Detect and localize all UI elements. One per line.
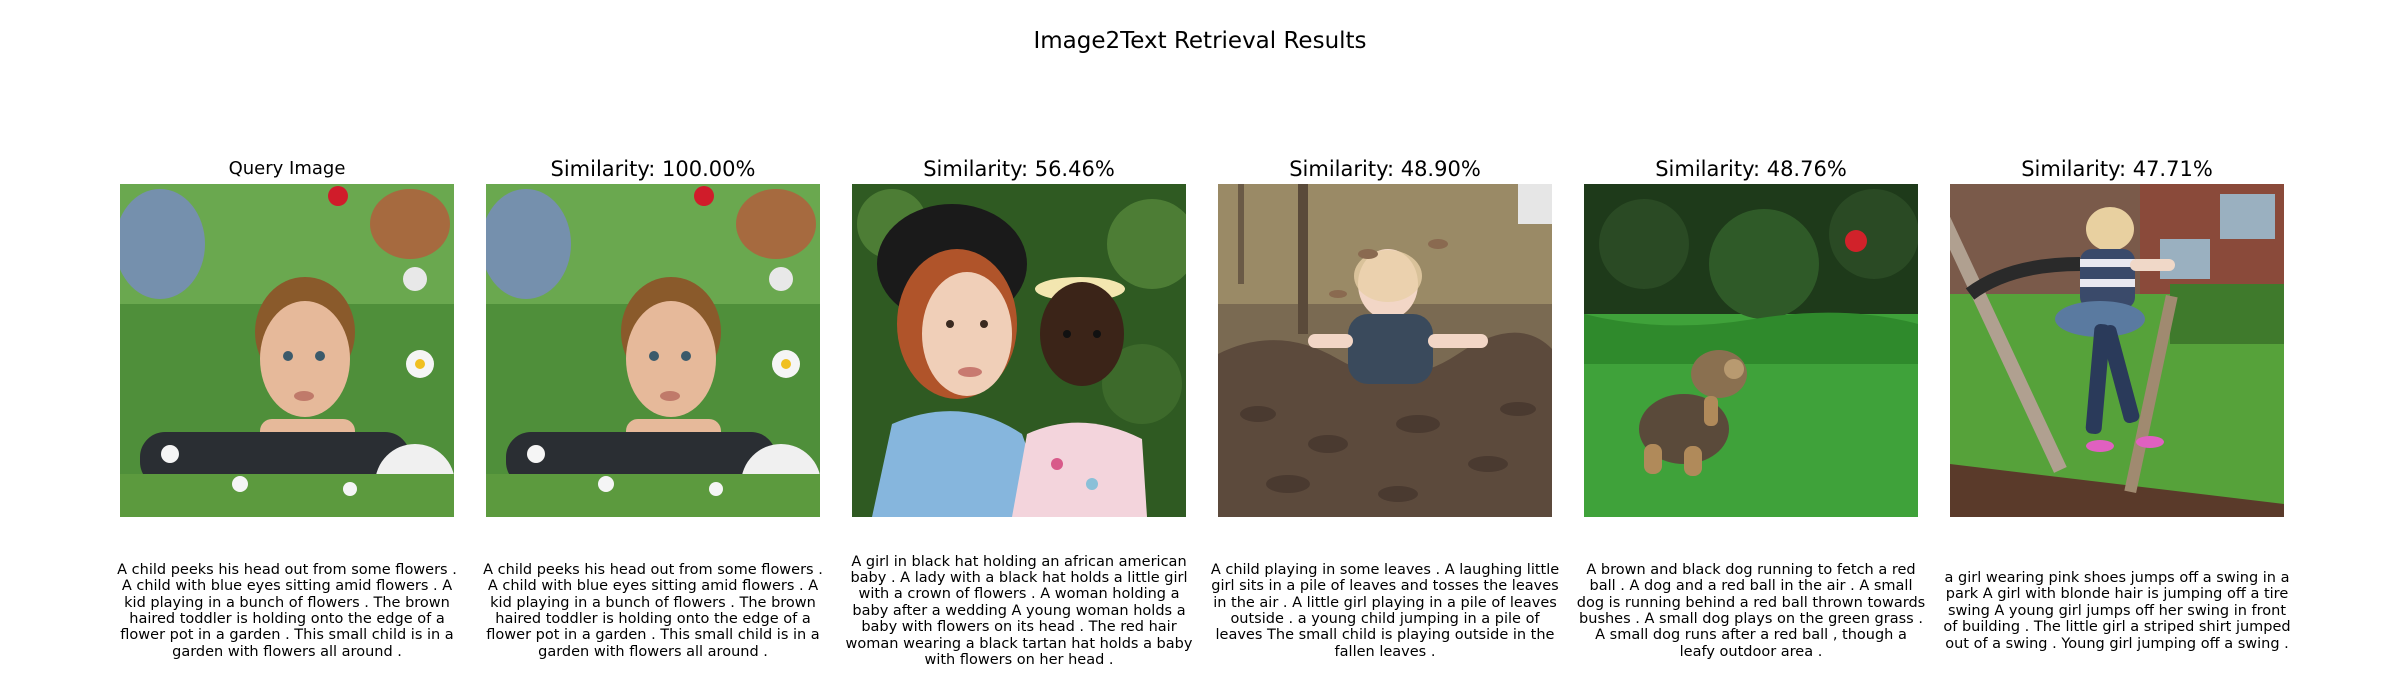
query-image-title: Query Image [228,158,346,179]
figure-title: Image2Text Retrieval Results [1033,28,1367,54]
result-caption-4: A brown and black dog running to fetch a… [1576,561,1926,660]
result-caption-3: A child playing in some leaves . A laugh… [1210,561,1560,660]
similarity-title-3: Similarity: 48.90% [1289,157,1481,181]
girl-jumping-swing-photo [1950,184,2284,517]
similarity-title-5: Similarity: 47.71% [2021,157,2213,181]
result-panel-1: Similarity: 100.00% A child peeks his he… [483,154,823,660]
similarity-title-2: Similarity: 56.46% [923,157,1115,181]
result-caption-5: a girl wearing pink shoes jumps off a sw… [1943,569,2291,652]
result-panel-2: Similarity: 56.46% A girl in black hat h… [846,154,1193,668]
boy-in-flowers-photo [120,184,454,517]
dog-chasing-ball-photo [1584,184,1918,517]
child-in-leaves-photo [1218,184,1552,517]
similarity-title-1: Similarity: 100.00% [550,157,756,181]
query-panel: Query Image A child peeks his head out f… [117,154,457,660]
result-panel-4: Similarity: 48.76% A brown and black dog… [1577,154,1925,660]
result-panel-3: Similarity: 48.90% [1211,154,1559,660]
similarity-title-4: Similarity: 48.76% [1655,157,1847,181]
result-caption-1: A child peeks his head out from some flo… [483,561,823,660]
woman-and-baby-photo [852,184,1186,517]
result-panel-5: Similarity: 47.71% a girl wearing pink s… [1943,154,2290,652]
query-caption: A child peeks his head out from some flo… [117,561,457,660]
result-caption-2: A girl in black hat holding an african a… [845,553,1193,669]
boy-in-flowers-photo [486,184,820,517]
